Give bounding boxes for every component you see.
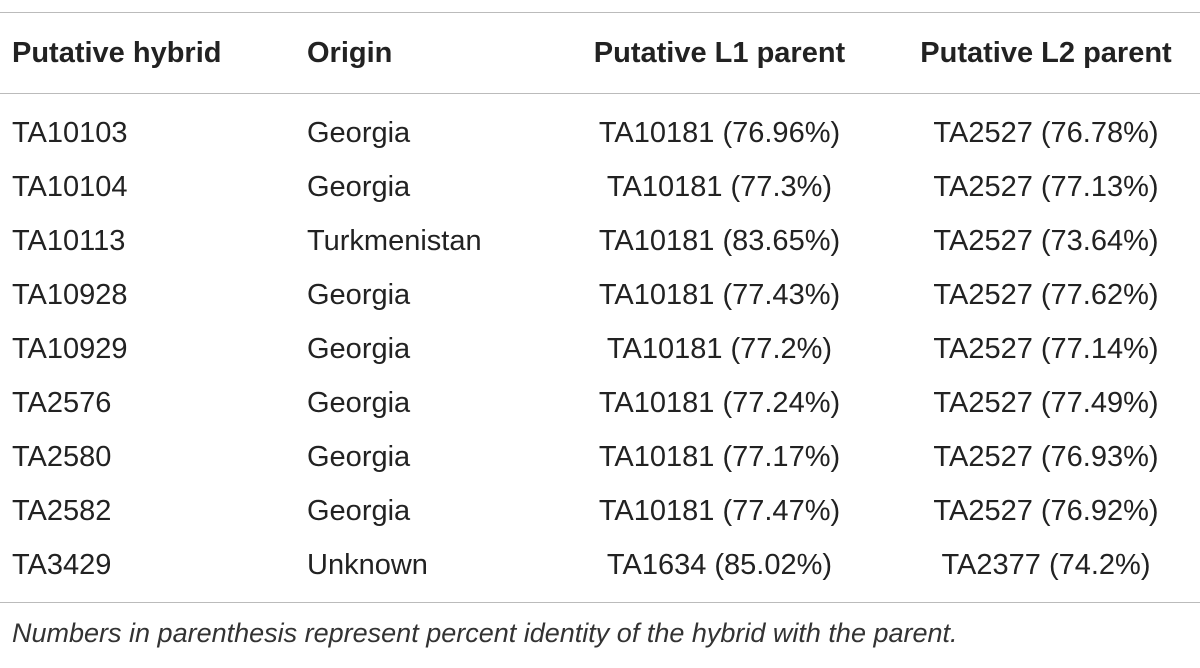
- header-row: Putative hybrid Origin Putative L1 parent P…: [0, 12, 1200, 94]
- table-cell: Georgia: [307, 116, 411, 149]
- table-cell: TA10103: [12, 116, 128, 149]
- table-cell: TA10181 (76.96%): [598, 116, 841, 149]
- table-cell: TA10181 (77.2%): [606, 332, 833, 365]
- table-cell: TA2527 (77.13%): [933, 170, 1159, 203]
- table-row: TA2576 Georgia TA10181 (77.24%) TA2527 (77.…: [0, 376, 1200, 430]
- table-cell: TA10113: [12, 224, 126, 257]
- table-cell: Georgia: [307, 332, 411, 365]
- table-cell: Georgia: [307, 386, 411, 419]
- header-cell: Origin: [307, 36, 393, 69]
- table-cell: TA10104: [12, 170, 128, 203]
- table-cell: TA10928: [12, 278, 128, 311]
- header-cell: Putative L1 parent: [593, 36, 846, 69]
- table-cell: TA2582: [12, 494, 112, 527]
- table-row: TA10928 Georgia TA10181 (77.43%) TA2527 (77…: [0, 268, 1200, 322]
- table-cell: TA10929: [12, 332, 128, 365]
- table: Putative hybrid Origin Putative L1 parent P…: [0, 12, 1200, 603]
- header-cell: Putative hybrid: [12, 36, 222, 69]
- table-cell: TA2580: [12, 440, 112, 473]
- table-cell: TA1634 (85.02%): [606, 548, 833, 581]
- table-body: TA10103 Georgia TA10181 (76.96%) TA2527 (76…: [0, 94, 1200, 603]
- table-cell: Turkmenistan: [307, 224, 482, 257]
- table-cell: TA10181 (77.17%): [598, 440, 841, 473]
- table-row: TA10104 Georgia TA10181 (77.3%) TA2527 (77.…: [0, 160, 1200, 214]
- table-cell: Unknown: [307, 548, 428, 581]
- table-cell: TA2527 (77.49%): [933, 386, 1159, 419]
- table-cell: TA2527 (76.78%): [933, 116, 1159, 149]
- table-cell: TA2527 (76.92%): [933, 494, 1159, 527]
- table-row: TA10103 Georgia TA10181 (76.96%) TA2527 (76…: [0, 94, 1200, 161]
- table-row: TA10113 Turkmenistan TA10181 (83.65%) TA252…: [0, 214, 1200, 268]
- table-cell: Georgia: [307, 170, 411, 203]
- table-cell: TA10181 (83.65%): [598, 224, 841, 257]
- table-row: TA10929 Georgia TA10181 (77.2%) TA2527 (77.…: [0, 322, 1200, 376]
- table-cell: TA2377 (74.2%): [941, 548, 1151, 581]
- table-cell: TA2527 (73.64%): [933, 224, 1159, 257]
- table-cell: TA2527 (76.93%): [933, 440, 1159, 473]
- table-cell: Georgia: [307, 494, 411, 527]
- table-cell: TA10181 (77.47%): [598, 494, 841, 527]
- table-cell: TA3429: [12, 548, 112, 581]
- table-cell: TA2576: [12, 386, 112, 419]
- footnote: Numbers in parenthesis represent percent…: [12, 618, 958, 648]
- table-cell: TA10181 (77.3%): [606, 170, 833, 203]
- table-row: TA2582 Georgia TA10181 (77.47%) TA2527 (76.…: [0, 484, 1200, 538]
- table-cell: TA2527 (77.14%): [933, 332, 1159, 365]
- table-cell: TA10181 (77.24%): [598, 386, 841, 419]
- table-row: TA2580 Georgia TA10181 (77.17%) TA2527 (76.…: [0, 430, 1200, 484]
- table-cell: Georgia: [307, 278, 411, 311]
- table-cell: TA2527 (77.62%): [933, 278, 1159, 311]
- table-cell: TA10181 (77.43%): [598, 278, 841, 311]
- table-cell: Georgia: [307, 440, 411, 473]
- table-row: TA3429 Unknown TA1634 (85.02%) TA2377 (74.2…: [0, 538, 1200, 603]
- header-cell: Putative L2 parent: [920, 36, 1172, 69]
